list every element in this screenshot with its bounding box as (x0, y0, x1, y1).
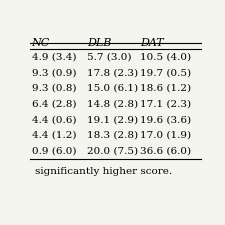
Text: 14.8 (2.8): 14.8 (2.8) (87, 100, 139, 109)
Text: 19.1 (2.9): 19.1 (2.9) (87, 115, 139, 124)
Text: 36.6 (6.0): 36.6 (6.0) (140, 146, 191, 155)
Text: 5.7 (3.0): 5.7 (3.0) (87, 53, 132, 62)
Text: DLB: DLB (87, 38, 112, 48)
Text: DAT: DAT (140, 38, 163, 48)
Text: 18.6 (1.2): 18.6 (1.2) (140, 84, 191, 93)
Text: 9.3 (0.9): 9.3 (0.9) (32, 68, 76, 77)
Text: 18.3 (2.8): 18.3 (2.8) (87, 131, 139, 140)
Text: 10.5 (4.0): 10.5 (4.0) (140, 53, 191, 62)
Text: 17.0 (1.9): 17.0 (1.9) (140, 131, 191, 140)
Text: 17.8 (2.3): 17.8 (2.3) (87, 68, 139, 77)
Text: 9.3 (0.8): 9.3 (0.8) (32, 84, 76, 93)
Text: 6.4 (2.8): 6.4 (2.8) (32, 100, 76, 109)
Text: significantly higher score.: significantly higher score. (35, 167, 172, 176)
Text: 19.6 (3.6): 19.6 (3.6) (140, 115, 191, 124)
Text: 4.4 (1.2): 4.4 (1.2) (32, 131, 76, 140)
Text: 15.0 (6.1): 15.0 (6.1) (87, 84, 139, 93)
Text: 4.9 (3.4): 4.9 (3.4) (32, 53, 76, 62)
Text: NC: NC (32, 38, 50, 48)
Text: 4.4 (0.6): 4.4 (0.6) (32, 115, 76, 124)
Text: 20.0 (7.5): 20.0 (7.5) (87, 146, 139, 155)
Text: 0.9 (6.0): 0.9 (6.0) (32, 146, 76, 155)
Text: 19.7 (0.5): 19.7 (0.5) (140, 68, 191, 77)
Text: 17.1 (2.3): 17.1 (2.3) (140, 100, 191, 109)
